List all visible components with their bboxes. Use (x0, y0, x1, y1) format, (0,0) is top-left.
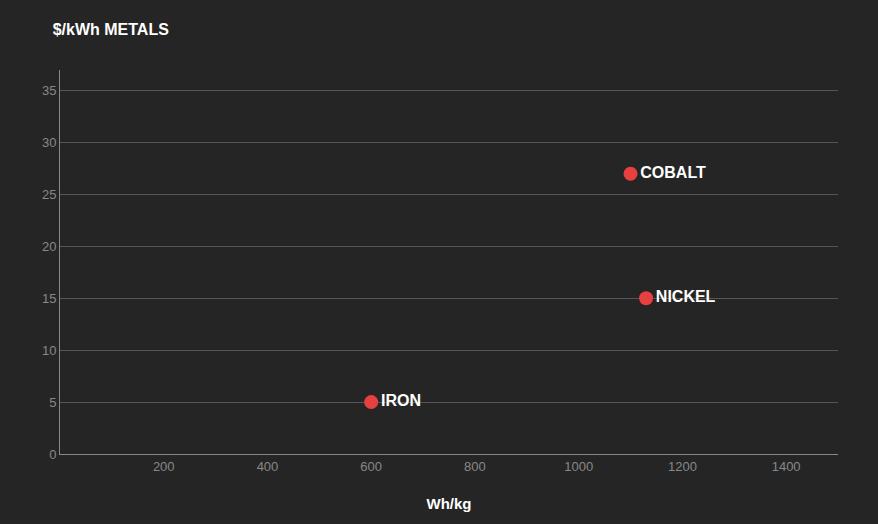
svg-text:800: 800 (464, 459, 486, 474)
svg-text:5: 5 (49, 395, 56, 410)
svg-text:35: 35 (42, 83, 56, 98)
svg-text:15: 15 (42, 291, 56, 306)
svg-text:IRON: IRON (381, 392, 421, 409)
svg-text:30: 30 (42, 135, 56, 150)
svg-text:1400: 1400 (772, 459, 801, 474)
svg-text:25: 25 (42, 187, 56, 202)
svg-text:NICKEL: NICKEL (656, 288, 716, 305)
svg-text:1000: 1000 (564, 459, 593, 474)
svg-text:600: 600 (360, 459, 382, 474)
svg-text:400: 400 (257, 459, 279, 474)
svg-text:200: 200 (153, 459, 175, 474)
svg-text:20: 20 (42, 239, 56, 254)
svg-text:0: 0 (49, 447, 56, 462)
svg-text:COBALT: COBALT (640, 164, 706, 181)
svg-text:1200: 1200 (668, 459, 697, 474)
svg-text:$/kWh METALS: $/kWh METALS (53, 21, 169, 38)
svg-text:10: 10 (42, 343, 56, 358)
svg-text:Wh/kg: Wh/kg (427, 495, 472, 512)
